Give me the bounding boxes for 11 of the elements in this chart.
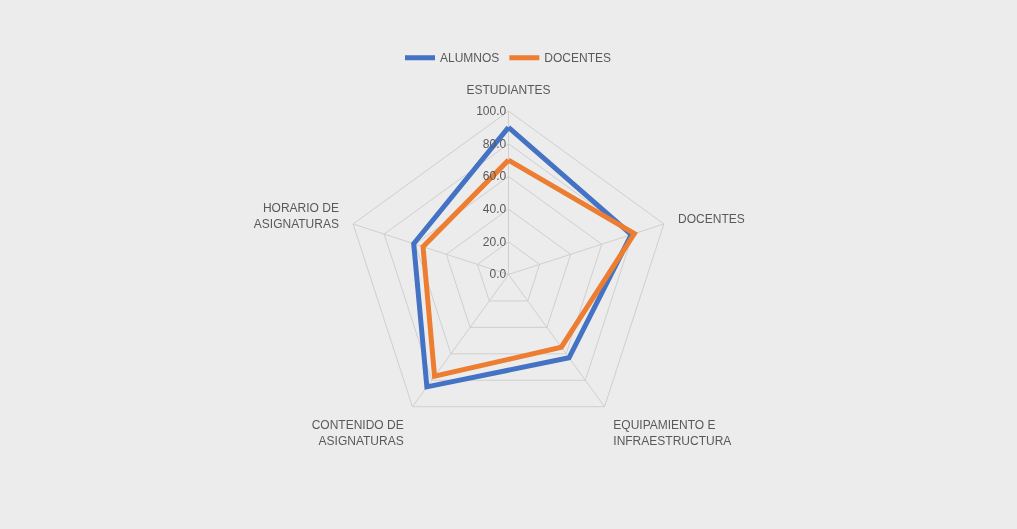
y-tick-label: 40.0: [482, 202, 507, 217]
spoke-label: EQUIPAMIENTO E INFRAESTRUCTURA: [613, 418, 732, 449]
spoke-label: CONTENIDO DE ASIGNATURAS: [311, 418, 404, 449]
spoke-label: HORARIO DE ASIGNATURAS: [253, 201, 339, 232]
legend-label: ALUMNOS: [440, 51, 500, 66]
spoke-label: ESTUDIANTES: [466, 82, 551, 97]
spoke-label: DOCENTES: [678, 211, 745, 226]
y-tick-label: 100.0: [476, 104, 507, 118]
legend-label: DOCENTES: [544, 51, 612, 66]
y-tick-label: 0.0: [489, 267, 507, 282]
y-tick-label: 20.0: [482, 234, 507, 249]
